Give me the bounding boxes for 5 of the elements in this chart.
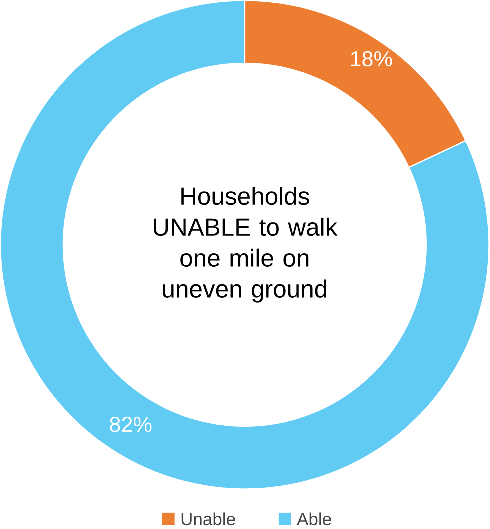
data-label: 82% [110,416,152,432]
data-label: 18% [351,51,392,67]
legend-label: Unable [182,512,236,526]
text: Households UNABLE to walk one mile on uneven ground [154,187,338,303]
legend-label: Able [297,512,332,526]
